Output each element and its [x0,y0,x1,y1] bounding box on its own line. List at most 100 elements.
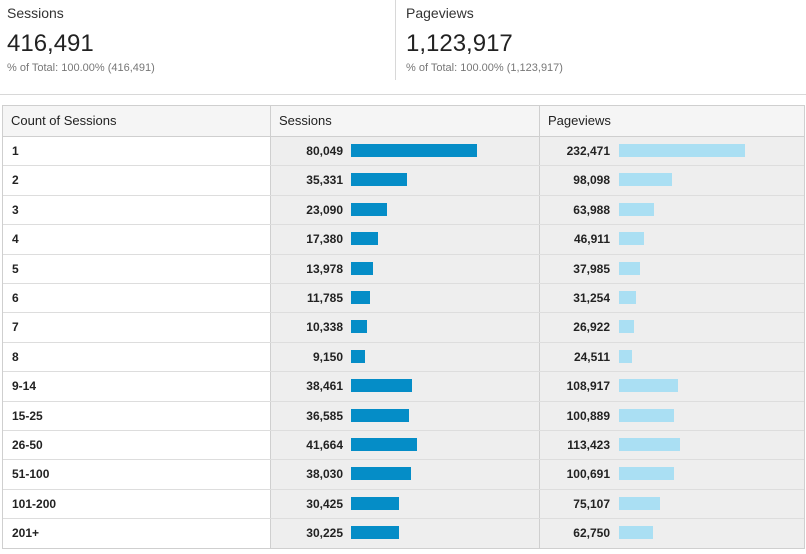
pageviews-cell: 232,471 [540,137,804,166]
pageviews-label: Pageviews [406,5,474,21]
table-row: 4 17,380 46,911 [3,225,804,255]
pageviews-bar [619,261,640,275]
report-table: Count of Sessions Sessions Pageviews 1 80… [2,105,805,550]
pageviews-cell: 108,917 [540,372,804,401]
sessions-bar [351,349,365,363]
table-row: 7 10,338 26,922 [3,313,804,343]
sessions-cell: 23,090 [271,195,540,225]
sessions-bar [351,320,367,334]
pageviews-value: 46,911 [573,232,610,247]
sessions-cell: 13,978 [271,254,540,283]
pageviews-cell: 63,988 [540,195,804,225]
pageviews-value: 98,098 [573,173,610,188]
count-of-sessions-cell: 101-200 [3,489,271,519]
pageviews-bar [619,320,634,334]
sessions-bar [351,232,378,246]
count-of-sessions-cell: 51-100 [3,460,271,489]
pageviews-value: 100,691 [566,467,610,482]
pageviews-percent-of-total: % of Total: 100.00% (1,123,917) [406,62,563,74]
sessions-value: 11,785 [306,290,343,305]
sessions-bar [351,144,477,157]
sessions-bar [351,173,407,187]
pageviews-bar [619,290,636,304]
pageviews-cell: 31,254 [540,283,804,313]
pageviews-cell: 26,922 [540,313,804,342]
table-row: 1 80,049 232,471 [3,137,804,167]
count-of-sessions-cell: 7 [3,313,271,342]
pageviews-bar [619,232,644,246]
table-row: 15-25 36,585 100,889 [3,401,804,431]
column-header-sessions[interactable]: Sessions [271,106,540,136]
sessions-value: 36,585 [306,408,343,423]
column-header-pageviews[interactable]: Pageviews [548,113,611,128]
summary-scorecards: Sessions 416,491 % of Total: 100.00% (41… [0,0,806,95]
sessions-bar [351,496,399,510]
pageviews-cell: 100,889 [540,401,804,430]
sessions-value: 80,049 [306,144,343,158]
sessions-total: 416,491 [7,30,94,57]
sessions-value: 30,225 [306,526,343,541]
table-row: 26-50 41,664 113,423 [3,430,804,461]
count-of-sessions-cell: 9-14 [3,372,271,401]
sessions-scorecard: Sessions 416,491 % of Total: 100.00% (41… [7,0,387,80]
count-of-sessions-cell: 201+ [3,519,271,549]
pageviews-bar [619,437,680,451]
table-body: 1 80,049 232,471 2 35,331 98,098 3 23,090 63,988… [3,137,804,549]
sessions-cell: 80,049 [271,137,540,166]
sessions-value: 17,380 [306,232,343,247]
table-row: 51-100 38,030 100,691 [3,460,804,490]
table-row: 201+ 30,225 62,750 [3,519,804,549]
sessions-value: 23,090 [306,202,343,217]
sessions-cell: 11,785 [271,283,540,313]
pageviews-value: 75,107 [573,496,610,511]
pageviews-bar [619,349,632,363]
table-row: 8 9,150 24,511 [3,342,804,373]
count-of-sessions-cell: 4 [3,225,271,254]
sessions-value: 35,331 [306,173,343,188]
table-row: 6 11,785 31,254 [3,283,804,314]
sessions-cell: 30,425 [271,489,540,519]
pageviews-bar [619,496,660,510]
count-of-sessions-cell: 2 [3,166,271,195]
pageviews-value: 26,922 [573,320,610,335]
pageviews-cell: 100,691 [540,460,804,489]
pageviews-bar [619,379,678,393]
pageviews-value: 63,988 [573,202,610,217]
pageviews-cell: 37,985 [540,254,804,283]
count-of-sessions-cell: 8 [3,342,271,372]
sessions-bar [351,202,387,216]
pageviews-value: 113,423 [567,437,610,452]
sessions-percent-of-total: % of Total: 100.00% (416,491) [7,62,155,74]
count-of-sessions-cell: 3 [3,195,271,225]
pageviews-value: 100,889 [566,408,610,423]
sessions-cell: 36,585 [271,401,540,430]
pageviews-value: 62,750 [573,526,610,541]
pageviews-cell: 62,750 [540,519,804,549]
count-of-sessions-cell: 1 [3,137,271,166]
pageviews-cell: 113,423 [540,430,804,460]
pageviews-scorecard: Pageviews 1,123,917 % of Total: 100.00% … [395,0,795,80]
sessions-cell: 17,380 [271,225,540,254]
pageviews-bar [619,526,653,540]
pageviews-value: 24,511 [573,349,610,364]
sessions-value: 10,338 [306,320,343,335]
pageviews-bar [619,467,674,481]
sessions-cell: 10,338 [271,313,540,342]
sessions-cell: 38,461 [271,372,540,401]
column-header-count-of-sessions[interactable]: Count of Sessions [3,106,271,136]
pageviews-cell: 98,098 [540,166,804,195]
pageviews-cell: 75,107 [540,489,804,519]
sessions-cell: 38,030 [271,460,540,489]
sessions-bar [351,290,370,304]
table-row: 9-14 38,461 108,917 [3,372,804,402]
count-of-sessions-cell: 5 [3,254,271,283]
sessions-value: 30,425 [306,496,343,511]
pageviews-bar [619,144,745,157]
table-header: Count of Sessions Sessions Pageviews [3,106,804,137]
sessions-bar [351,437,417,451]
pageviews-value: 31,254 [573,290,610,305]
pageviews-cell: 24,511 [540,342,804,372]
pageviews-total: 1,123,917 [406,30,513,57]
sessions-cell: 35,331 [271,166,540,195]
count-of-sessions-cell: 6 [3,283,271,313]
